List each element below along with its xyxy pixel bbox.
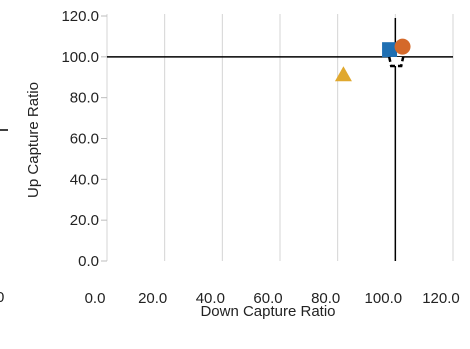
y-axis-title: Up Capture Ratio [25, 82, 42, 198]
x-tick-label: 80.0 [311, 290, 340, 307]
y-tick-label: 80.0 [70, 90, 99, 107]
y-tick-label: 40.0 [70, 171, 99, 188]
y-tick-label: 120.0 [61, 8, 99, 25]
square-point [382, 42, 398, 58]
x-axis-title: Down Capture Ratio [200, 303, 335, 320]
data-points [334, 38, 411, 82]
chevron-point [387, 56, 405, 68]
x-tick-labels: 0.0 20.0 40.0 60.0 80.0 100.0 120.0 [85, 290, 460, 307]
x-tick-label: 60.0 [253, 290, 282, 307]
x-tick-label: 100.0 [365, 290, 403, 307]
left-edge-partial-label: 0 [0, 289, 4, 306]
x-tick-label: 20.0 [138, 290, 167, 307]
x-tick-label: 40.0 [196, 290, 225, 307]
y-tick-label: 0.0 [78, 253, 99, 270]
y-tick-label: 60.0 [70, 131, 99, 148]
y-tick-labels: 0.0 20.0 40.0 60.0 80.0 100.0 120.0 [61, 8, 99, 270]
circle-point [394, 38, 411, 55]
x-tick-label: 0.0 [85, 290, 106, 307]
y-tick-label: 100.0 [61, 49, 99, 66]
y-tick-label: 20.0 [70, 212, 99, 229]
x-tick-label: 120.0 [422, 290, 460, 307]
triangle-point [334, 66, 352, 82]
